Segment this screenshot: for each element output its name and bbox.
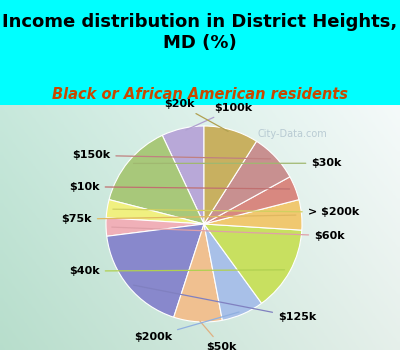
Text: $40k: $40k <box>69 266 284 276</box>
Text: $150k: $150k <box>72 150 270 160</box>
Wedge shape <box>162 126 204 224</box>
Text: $30k: $30k <box>134 158 342 168</box>
Text: $60k: $60k <box>112 227 345 241</box>
Text: > $200k: > $200k <box>113 207 359 217</box>
Text: Income distribution in District Heights,
MD (%): Income distribution in District Heights,… <box>2 13 398 52</box>
Text: Black or African American residents: Black or African American residents <box>52 88 348 102</box>
Text: $50k: $50k <box>200 321 237 350</box>
Text: $200k: $200k <box>134 312 239 342</box>
Text: $100k: $100k <box>186 103 252 130</box>
Text: $75k: $75k <box>61 214 296 224</box>
Wedge shape <box>204 177 299 224</box>
Text: $20k: $20k <box>164 99 228 131</box>
Wedge shape <box>204 199 302 230</box>
Wedge shape <box>204 141 290 224</box>
Wedge shape <box>204 126 256 224</box>
Wedge shape <box>204 224 262 320</box>
Wedge shape <box>106 218 204 236</box>
Text: $10k: $10k <box>69 182 290 192</box>
Wedge shape <box>204 224 302 303</box>
Wedge shape <box>107 224 204 317</box>
Wedge shape <box>106 199 204 224</box>
Wedge shape <box>109 135 204 224</box>
Text: City-Data.com: City-Data.com <box>257 130 327 139</box>
Text: $125k: $125k <box>134 285 316 322</box>
Wedge shape <box>174 224 222 322</box>
